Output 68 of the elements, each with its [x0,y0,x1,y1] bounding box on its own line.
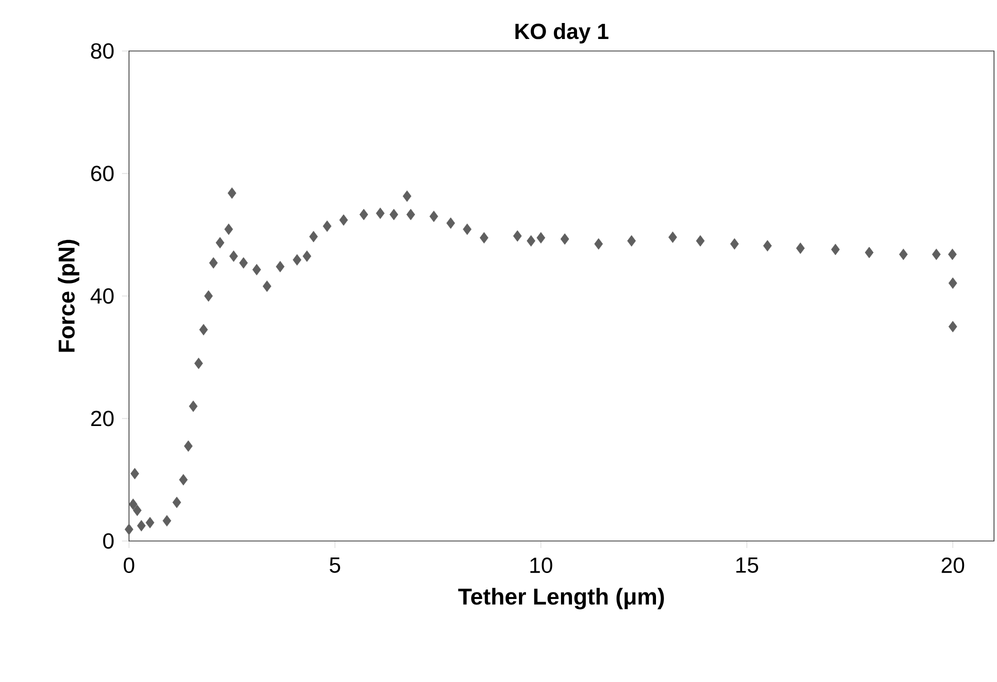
point [446,217,456,229]
point [429,210,438,222]
x-tick-label: 5 [330,558,340,573]
point [627,235,636,247]
y-tick-label: 80 [91,43,114,59]
point [932,248,941,260]
point [132,504,142,516]
point [462,224,472,235]
point [302,250,312,262]
point [292,254,302,266]
point [209,257,218,269]
point [406,208,416,220]
x-tick-label: 20 [942,558,964,574]
point [309,230,318,242]
point [199,324,208,336]
point [276,260,284,272]
point [480,232,488,244]
point [124,524,134,536]
point [146,516,154,528]
y-tick-label: 40 [90,288,114,304]
point [668,232,678,243]
x-tick-label: 10 [530,558,552,574]
point [763,240,772,252]
point [376,208,385,220]
point [128,498,138,510]
point [229,250,238,262]
point [948,320,958,332]
point [262,280,272,292]
y-tick-label: 0 [103,533,114,549]
point [560,233,570,245]
point [730,238,739,250]
point [948,248,957,260]
point [204,290,213,302]
point [130,468,140,480]
point [179,474,188,486]
point [536,232,546,244]
y-tick-label: 20 [91,410,114,426]
y-axis-title: Force (pN) [58,240,80,352]
point [696,235,705,247]
point [216,237,224,248]
point [526,235,536,247]
x-tick-label: 15 [736,558,758,573]
point [239,257,248,269]
point [137,520,146,532]
point [948,277,958,289]
point [228,187,236,199]
x-axis-title: Tether Length (μm) [458,588,664,610]
point [513,230,522,242]
point [339,214,348,226]
point [322,220,332,232]
point [594,238,603,250]
point [899,248,908,260]
point [864,246,874,258]
point [359,208,368,220]
chart-title: KO day 1 [515,23,608,44]
point [188,400,198,412]
point [184,440,193,452]
point [831,244,840,256]
point [390,208,398,220]
point [172,496,182,508]
y-tick-label: 60 [91,166,114,182]
point [252,264,262,276]
point [402,190,412,202]
x-tick-label: 0 [124,558,134,574]
point [796,242,805,254]
point [194,358,203,370]
point [162,515,172,526]
point [224,224,234,235]
